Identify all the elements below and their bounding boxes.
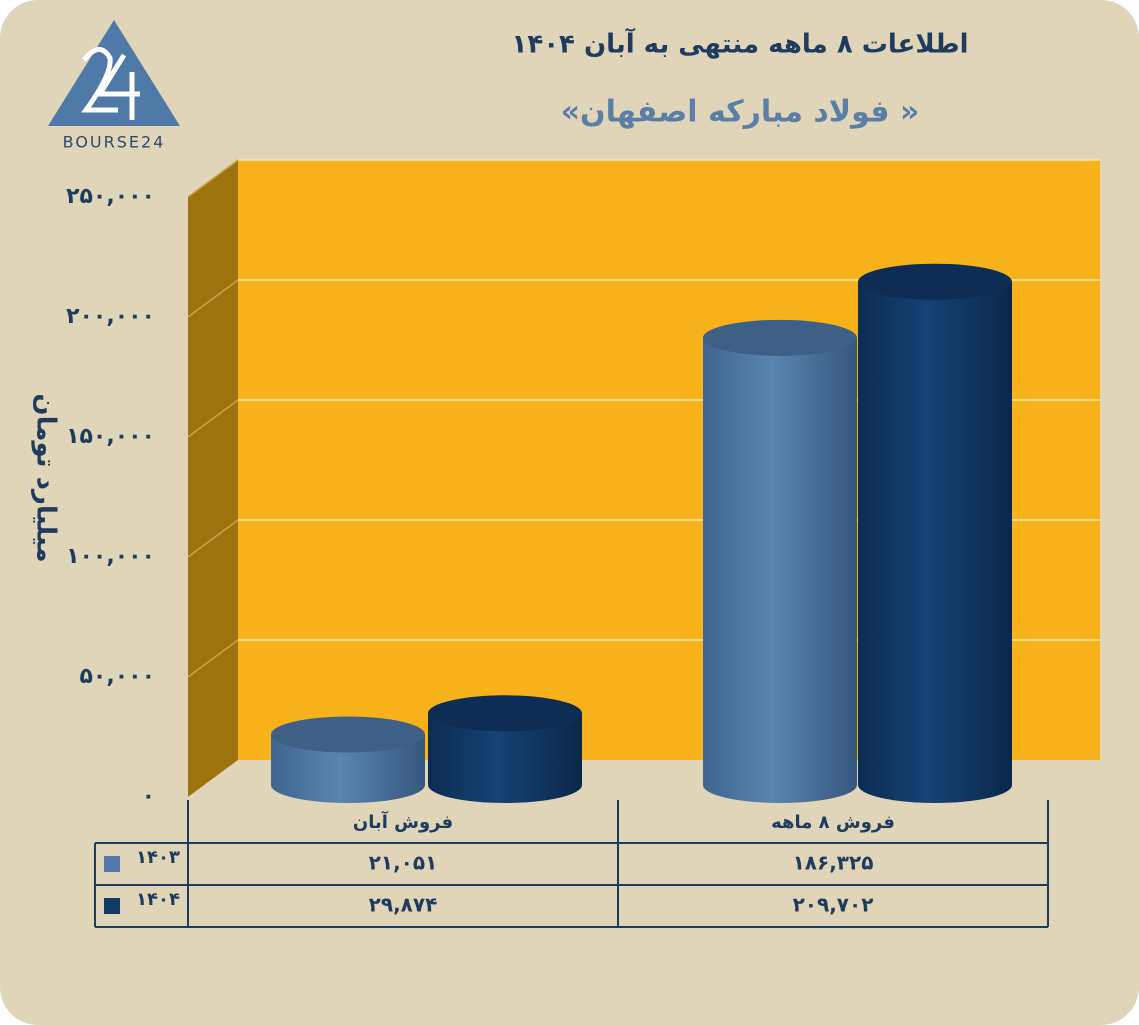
grid-line	[187, 279, 239, 318]
grid-line	[187, 159, 239, 198]
y-tick-label: ۰	[142, 784, 155, 809]
table-value: ۲۰۹,۷۰۲	[793, 893, 874, 917]
y-tick-label: ۲۰۰,۰۰۰	[66, 304, 155, 329]
chart-subtitle: «فولاد مبارکه اصفهان »	[561, 95, 920, 130]
legend-label: ۱۴۰۳	[136, 847, 180, 868]
x-tick-label: فروش ۸ ماهه	[771, 812, 895, 833]
table-value: ۲۱,۰۵۱	[369, 851, 438, 875]
y-tick-label: ۱۰۰,۰۰۰	[66, 544, 155, 569]
bar	[703, 337, 857, 785]
y-tick-label: ۵۰,۰۰۰	[80, 664, 156, 689]
legend-swatch	[104, 856, 120, 872]
y-tick-label: ۱۵۰,۰۰۰	[66, 424, 155, 449]
chart-title: اطلاعات ۸ ماهه منتهی به آبان ۱۴۰۴	[511, 28, 968, 60]
grid-line	[187, 639, 239, 678]
grid-line	[187, 519, 239, 558]
logo-text: BOURSE24	[63, 133, 166, 152]
bar-top	[858, 263, 1012, 300]
bar	[858, 281, 1012, 785]
bar-top	[271, 716, 425, 753]
table-frame	[94, 800, 1049, 928]
legend-swatch	[104, 898, 120, 914]
table-value: ۱۸۶,۳۲۵	[793, 851, 874, 875]
y-axis-label: میلیارد تومان	[31, 393, 61, 562]
bar-top	[428, 695, 582, 732]
side-wall	[188, 160, 238, 797]
table-value: ۲۹,۸۷۴	[369, 893, 438, 917]
y-tick-label: ۲۵۰,۰۰۰	[66, 184, 155, 209]
bar-top	[703, 319, 857, 356]
x-tick-label: فروش آبان	[353, 810, 453, 833]
logo: BOURSE24	[48, 20, 180, 152]
grid-line	[187, 399, 239, 438]
legend-label: ۱۴۰۴	[136, 889, 180, 910]
